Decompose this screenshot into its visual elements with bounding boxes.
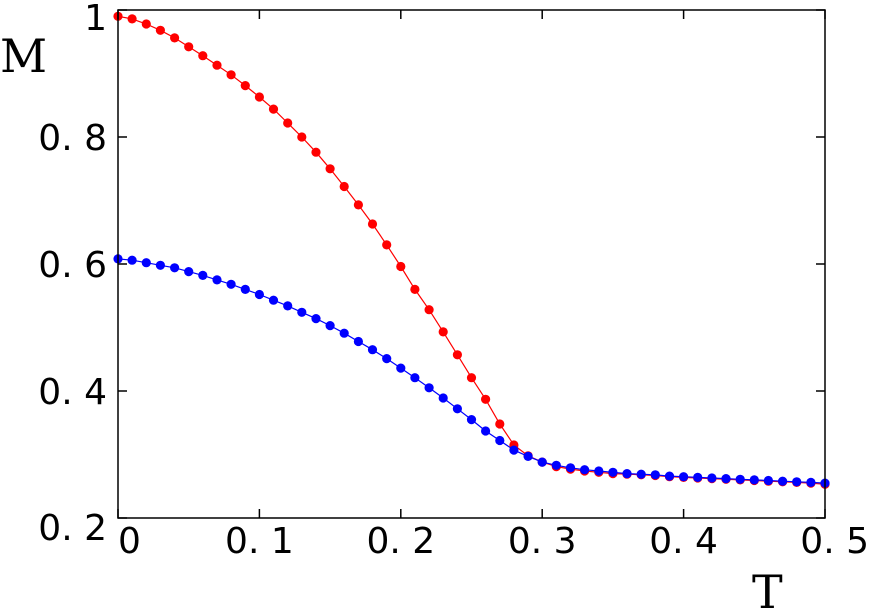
- data-point: [212, 60, 222, 70]
- data-point: [127, 14, 137, 24]
- data-point: [410, 284, 420, 294]
- data-point: [806, 477, 816, 487]
- series-line-1: [117, 258, 826, 484]
- data-point: [226, 70, 236, 80]
- data-point: [580, 465, 590, 475]
- data-point: [679, 472, 689, 482]
- data-point: [636, 469, 646, 479]
- data-point: [523, 451, 533, 461]
- data-point: [565, 463, 576, 473]
- data-point: [240, 81, 250, 91]
- data-point: [763, 475, 774, 486]
- data-point: [170, 33, 180, 43]
- data-point: [268, 104, 279, 114]
- data-point: [481, 394, 491, 404]
- data-point: [184, 267, 194, 277]
- data-point: [622, 469, 632, 479]
- data-point: [311, 314, 321, 324]
- data-point: [283, 301, 293, 311]
- data-point: [353, 336, 363, 347]
- data-point: [452, 350, 462, 360]
- data-point: [778, 476, 788, 486]
- data-point: [438, 393, 448, 403]
- data-point: [551, 460, 561, 470]
- data-point: [410, 373, 420, 383]
- data-point: [367, 219, 378, 229]
- y-axis-label: M: [0, 29, 47, 83]
- data-point: [466, 373, 477, 383]
- data-point: [325, 164, 335, 174]
- plot-frame: [117, 9, 826, 519]
- x-tick-label: 0. 3: [508, 521, 577, 562]
- data-point: [424, 383, 434, 393]
- y-tick-label: 0. 6: [38, 245, 107, 286]
- data-point: [707, 473, 717, 483]
- data-point: [268, 295, 279, 305]
- data-point: [184, 42, 194, 52]
- y-tick-label: 0. 2: [38, 508, 107, 549]
- data-point: [382, 354, 392, 364]
- data-point: [127, 255, 137, 265]
- data-point: [466, 415, 477, 425]
- data-point: [537, 457, 547, 467]
- y-tick-label: 0. 4: [38, 372, 107, 413]
- data-point: [452, 404, 462, 414]
- data-point: [198, 51, 208, 61]
- y-tick-label: 1: [84, 0, 107, 39]
- series-layer: [113, 11, 830, 489]
- data-point: [141, 19, 151, 29]
- data-point: [240, 284, 250, 294]
- data-point: [396, 261, 406, 272]
- x-tick-label: 0: [118, 521, 141, 562]
- data-point: [382, 240, 392, 250]
- data-point: [495, 419, 505, 429]
- data-point: [396, 363, 406, 373]
- x-tick-label: 0. 4: [649, 521, 718, 562]
- x-tick-label: 0. 2: [366, 521, 435, 562]
- data-point: [155, 25, 165, 35]
- y-tick-label: 0. 8: [38, 118, 107, 159]
- data-point: [650, 470, 660, 480]
- data-point: [735, 474, 745, 484]
- data-point: [311, 147, 321, 157]
- data-point: [721, 474, 731, 484]
- data-point: [594, 466, 604, 476]
- data-point: [297, 132, 307, 142]
- data-point: [481, 426, 491, 436]
- x-tick-label: 0. 5: [800, 521, 869, 562]
- data-point: [254, 92, 264, 102]
- data-point: [367, 345, 378, 355]
- data-point: [509, 445, 519, 455]
- data-point: [339, 328, 349, 338]
- data-point: [254, 289, 264, 300]
- data-point: [226, 279, 236, 289]
- series-line-0: [117, 15, 826, 485]
- data-point: [664, 471, 675, 481]
- data-point: [353, 200, 363, 210]
- data-point: [212, 275, 222, 285]
- data-point: [170, 263, 180, 273]
- tick-layer: 0 0. 1 0. 2 0. 3 0. 4 0. 5 0. 2 0. 4 0. 6 0. 8 1: [38, 0, 869, 562]
- data-point: [749, 475, 759, 485]
- data-point: [325, 321, 335, 331]
- data-point: [155, 260, 165, 270]
- data-point: [608, 467, 618, 477]
- data-point: [283, 118, 293, 128]
- data-point: [297, 307, 307, 317]
- data-point: [792, 477, 802, 487]
- data-point: [438, 327, 448, 337]
- data-point: [339, 181, 349, 192]
- x-axis-label: T: [752, 565, 783, 611]
- data-point: [141, 258, 151, 268]
- data-point: [424, 305, 434, 315]
- data-point: [693, 472, 703, 482]
- data-point: [198, 270, 208, 280]
- data-point: [495, 435, 505, 446]
- x-tick-label: 0. 1: [225, 521, 294, 562]
